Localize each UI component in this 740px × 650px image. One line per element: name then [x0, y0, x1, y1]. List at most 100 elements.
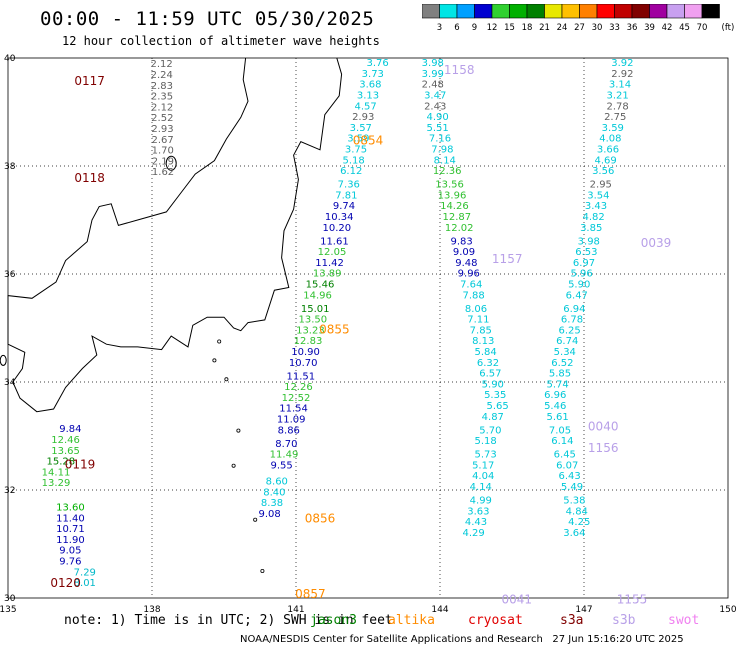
pass-time-label: 0118 [74, 171, 105, 185]
legend-item-s3b: s3b [612, 613, 636, 628]
colorbar-label: 45 [679, 23, 690, 33]
wave-height-value: 3.98 [578, 236, 600, 247]
wave-height-value: 8.38 [261, 498, 283, 509]
wave-height-value: 8.14 [434, 155, 456, 166]
colorbar-label: 39 [644, 23, 655, 33]
wave-height-value: 4.25 [568, 517, 590, 528]
pass-time-label: 0041 [502, 592, 533, 606]
island [212, 358, 217, 363]
wave-height-value: 6.32 [477, 358, 499, 369]
wave-height-value: 10.70 [289, 358, 318, 369]
colorbar-label: 21 [539, 23, 550, 33]
wave-height-value: 11.09 [277, 415, 306, 426]
wave-height-value: 2.67 [151, 135, 173, 146]
wave-height-value: 6.97 [573, 258, 595, 269]
colorbar-label: 24 [557, 23, 568, 33]
wave-height-value: 6.96 [544, 390, 566, 401]
wave-height-value: 11.61 [320, 236, 349, 247]
wave-height-value: 8.13 [472, 336, 494, 347]
wave-height-value: 5.90 [568, 280, 590, 291]
colorbar-label: 6 [454, 23, 459, 33]
wave-height-value: 4.99 [470, 496, 492, 507]
wave-height-value: 11.40 [56, 513, 85, 524]
wave-height-value: 4.84 [566, 506, 588, 517]
wave-height-value: 2.48 [422, 80, 444, 91]
wave-height-value: 13.29 [42, 478, 71, 489]
credit-line: NOAA/NESDIS Center for Satellite Applica… [240, 634, 684, 645]
wave-height-value: 2.43 [424, 101, 446, 112]
wave-height-value: 5.46 [544, 401, 566, 412]
island-awaji [0, 354, 7, 366]
wave-height-value: 3.68 [359, 80, 381, 91]
wave-height-value: 2.24 [151, 70, 173, 81]
wave-height-value: 7.36 [338, 180, 360, 191]
lon-tick-label: 138 [143, 605, 160, 615]
wave-height-value: 4.04 [472, 471, 494, 482]
wave-height-value: 3.64 [563, 528, 585, 539]
colorbar-label: 3 [437, 23, 442, 33]
wave-height-value: 2.75 [604, 112, 626, 123]
wave-height-value: 3.73 [362, 69, 384, 80]
pass-time-label: 0857 [295, 587, 326, 601]
pass-time-label: 0039 [641, 236, 672, 250]
wave-height-value: 12.46 [51, 435, 80, 446]
lat-tick-label: 38 [4, 162, 16, 172]
wave-height-value: 7.88 [462, 290, 484, 301]
wave-height-value: 5.51 [426, 123, 448, 134]
page-subtitle: 12 hour collection of altimeter wave hei… [62, 34, 380, 48]
wave-height-value: 7.05 [549, 425, 571, 436]
wave-height-value: 15.28 [46, 457, 75, 468]
wave-height-value: 3.85 [580, 223, 602, 234]
wave-height-value: 8.60 [266, 477, 288, 488]
colorbar-label: 30 [592, 23, 603, 33]
wave-height-value: 9.84 [59, 424, 81, 435]
wave-height-value: 4.82 [582, 212, 604, 223]
wave-height-value: 8.70 [275, 439, 297, 450]
island [224, 377, 229, 382]
lat-tick-label: 30 [4, 594, 16, 604]
wave-height-value: 4.69 [594, 155, 616, 166]
wave-height-value: 3.59 [602, 123, 624, 134]
wave-height-value: 3.98 [422, 58, 444, 69]
wave-height-value: 2.52 [151, 113, 173, 124]
wave-height-value: 12.05 [318, 247, 347, 258]
wave-height-value: 7.81 [335, 190, 357, 201]
lon-tick-label: 141 [287, 605, 304, 615]
wave-height-value: 5.34 [554, 347, 576, 358]
wave-height-value: 6.07 [556, 460, 578, 471]
colorbar-label: 9 [472, 23, 477, 33]
wave-height-value: 11.49 [270, 450, 299, 461]
wave-height-value: 3.59 [347, 134, 369, 145]
wave-height-value: 7.64 [460, 280, 482, 291]
wave-height-value: 14.26 [440, 201, 469, 212]
legend-item-cryosat: cryosat [468, 613, 523, 628]
wave-height-value: 6.45 [554, 450, 576, 461]
lon-tick-label: 135 [0, 605, 17, 615]
wave-height-value: 9.09 [453, 247, 475, 258]
colorbar-label: 15 [504, 23, 515, 33]
wave-height-value: 15.01 [301, 304, 330, 315]
map-frame [7, 57, 729, 599]
lat-tick-label: 32 [4, 486, 15, 496]
wave-height-value: 12.26 [284, 382, 313, 393]
wave-height-value: 13.50 [298, 315, 327, 326]
wave-height-value: 12.87 [442, 212, 471, 223]
wave-height-value: 5.90 [482, 379, 504, 390]
wave-height-value: 6.57 [479, 369, 501, 380]
wave-height-value: 2.95 [590, 180, 612, 191]
wave-height-value: 2.83 [151, 81, 173, 92]
wave-height-value: 2.12 [151, 102, 173, 113]
island [236, 428, 241, 433]
wave-height-value: 3.99 [422, 69, 444, 80]
pass-time-label: 1157 [492, 252, 523, 266]
wave-height-value: 3.66 [597, 145, 619, 156]
wave-height-value: 7.98 [431, 145, 453, 156]
colorbar-label: 36 [627, 23, 638, 33]
wave-height-value: 4.08 [599, 134, 621, 145]
wave-height-value: 2.35 [151, 92, 173, 103]
colorbar-unit: (ft) [722, 23, 735, 33]
wave-height-value: 8.86 [278, 425, 300, 436]
lon-tick-label: 150 [719, 605, 736, 615]
pass-time-label: 0119 [65, 457, 96, 471]
island [217, 339, 222, 344]
